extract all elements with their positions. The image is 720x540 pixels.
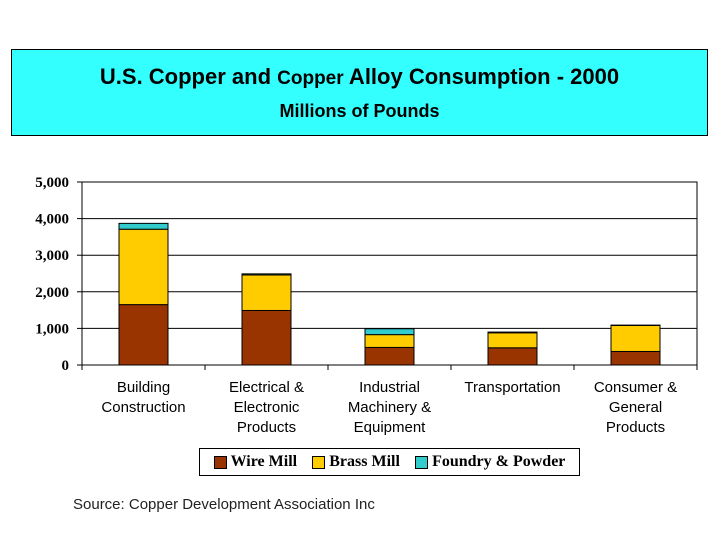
chart-title-box: U.S. Copper and Copper Alloy Consumption… <box>11 49 708 136</box>
bar-brass-mill-1 <box>118 228 169 306</box>
legend-swatch-wire-mill <box>213 455 227 469</box>
bar-wire-mill-2 <box>241 309 292 366</box>
title-part-2: Copper <box>277 68 344 89</box>
bar-brass-mill-5 <box>610 324 661 352</box>
x-category-label: Machinery & <box>348 399 431 416</box>
y-tick-label: 0 <box>62 358 70 374</box>
bar-foundry-powder-2 <box>241 273 292 276</box>
x-category-label: Industrial <box>359 379 420 396</box>
bar-brass-mill-2 <box>241 274 292 311</box>
y-tick-label: 3,000 <box>35 248 69 264</box>
source-note: Source: Copper Development Association I… <box>73 496 375 513</box>
legend-item-foundry-powder: Foundry & Powder <box>415 453 565 471</box>
y-tick-label: 5,000 <box>35 175 69 191</box>
legend-swatch-brass-mill <box>312 455 326 469</box>
bar-brass-mill-3 <box>364 334 415 348</box>
x-category-label: Transportation <box>464 379 560 396</box>
x-category-label: Products <box>237 419 296 436</box>
legend-item-brass-mill: Brass Mill <box>312 453 400 471</box>
bar-foundry-powder-4 <box>487 331 538 334</box>
y-tick-label: 2,000 <box>35 285 69 301</box>
x-category-label: General <box>609 399 662 416</box>
bar-foundry-powder-3 <box>364 328 415 336</box>
bar-wire-mill-1 <box>118 304 169 366</box>
x-category-label: Construction <box>101 399 185 416</box>
x-category-label: Equipment <box>354 419 427 436</box>
x-category-label: Products <box>606 419 665 436</box>
chart-subtitle: Millions of Pounds <box>279 101 440 121</box>
y-tick-label: 1,000 <box>35 321 69 337</box>
legend-label-brass-mill: Brass Mill <box>329 453 400 470</box>
x-category-label: Electrical & <box>229 379 304 396</box>
bar-brass-mill-4 <box>487 332 538 349</box>
legend-item-wire-mill: Wire Mill <box>213 453 298 471</box>
chart-title: U.S. Copper and Copper Alloy Consumption… <box>12 64 707 90</box>
y-tick-label: 4,000 <box>35 212 69 228</box>
x-category-label: Electronic <box>234 399 300 416</box>
bar-wire-mill-4 <box>487 347 538 366</box>
legend-label-wire-mill: Wire Mill <box>230 453 298 470</box>
bar-foundry-powder-1 <box>118 222 169 230</box>
chart-legend: Wire Mill Brass Mill Foundry & Powder <box>199 448 580 476</box>
legend-label-foundry-powder: Foundry & Powder <box>432 453 566 470</box>
title-part-1: U.S. Copper and <box>99 64 278 89</box>
bar-wire-mill-3 <box>364 346 415 366</box>
title-part-3: Alloy Consumption - 2000 <box>343 64 620 89</box>
bar-wire-mill-5 <box>610 350 661 366</box>
legend-swatch-foundry-powder <box>415 455 429 469</box>
x-category-label: Building <box>117 379 170 396</box>
x-category-label: Consumer & <box>594 379 677 396</box>
